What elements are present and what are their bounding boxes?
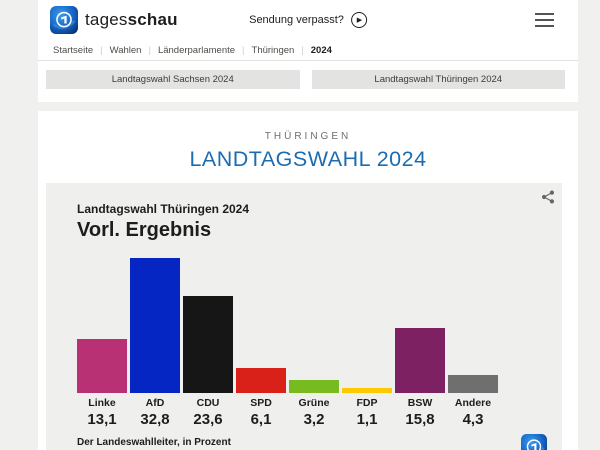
page-kicker: THÜRINGEN	[264, 131, 352, 142]
missed-broadcast[interactable]: Sendung verpasst? ▶	[249, 12, 367, 28]
brand-wordmark: tagesschau	[85, 10, 178, 30]
party-value: 15,8	[405, 411, 435, 428]
chart-source: Der Landeswahlleiter, in Prozent	[77, 437, 231, 448]
party-value: 1,1	[356, 411, 378, 428]
party-label: BSW	[407, 397, 433, 409]
bar-chart: Linke 13,1 AfD 32,8 CDU 23,6 SPD 6,1 Grüne 3,2 FDP…	[77, 258, 498, 428]
chart-subtitle: Landtagswahl Thüringen 2024	[77, 202, 250, 216]
party-label: FDP	[356, 397, 378, 409]
bar-track	[342, 258, 392, 393]
ard-globe-icon	[521, 434, 547, 450]
bar-track	[183, 258, 233, 393]
bar-linke	[77, 339, 127, 393]
bar-track	[395, 258, 445, 393]
bar-group: Andere 4,3	[448, 258, 498, 428]
party-value: 23,6	[193, 411, 223, 428]
party-label: CDU	[196, 397, 220, 409]
bar-group: SPD 6,1	[236, 258, 286, 428]
party-value: 4,3	[462, 411, 484, 428]
party-label: AfD	[145, 397, 165, 409]
chart-title: Vorl. Ergebnis	[77, 219, 212, 241]
party-value: 3,2	[303, 411, 325, 428]
site-header: tagesschau Sendung verpasst? ▶ Startseit…	[38, 0, 578, 61]
brand-regular: tages	[85, 10, 128, 29]
party-value: 6,1	[250, 411, 272, 428]
bar-track	[289, 258, 339, 393]
party-label: Andere	[454, 397, 492, 409]
share-icon[interactable]	[541, 190, 555, 204]
breadcrumb-item[interactable]: Länderparlamente	[157, 44, 236, 56]
party-value: 32,8	[140, 411, 170, 428]
breadcrumb-item[interactable]: Thüringen	[251, 44, 295, 56]
bar-afd	[130, 258, 180, 393]
breadcrumb-current: 2024	[310, 44, 332, 56]
main-section: THÜRINGEN LANDTAGSWAHL 2024 Landtagswahl…	[38, 111, 578, 450]
content-column: tagesschau Sendung verpasst? ▶ Startseit…	[38, 0, 578, 450]
bar-group: CDU 23,6	[183, 258, 233, 428]
brand-bold: schau	[127, 10, 178, 29]
breadcrumb-item[interactable]: Wahlen	[109, 44, 142, 56]
election-buttons: Landtagswahl Sachsen 2024 Landtagswahl Th…	[38, 61, 578, 102]
bar-track	[448, 258, 498, 393]
missed-broadcast-label: Sendung verpasst?	[249, 14, 344, 26]
page-title: LANDTAGSWAHL 2024	[189, 147, 427, 171]
bar-grüne	[289, 380, 339, 393]
ard-globe-icon	[50, 6, 78, 34]
bar-spd	[236, 368, 286, 393]
bar-andere	[448, 375, 498, 393]
breadcrumb-separator: |	[242, 44, 245, 56]
bar-fdp	[342, 388, 392, 393]
bar-cdu	[183, 296, 233, 393]
breadcrumb-separator: |	[301, 44, 304, 56]
bar-track	[77, 258, 127, 393]
election-button[interactable]: Landtagswahl Thüringen 2024	[311, 70, 565, 89]
party-label: Linke	[88, 397, 116, 409]
play-icon[interactable]: ▶	[350, 12, 367, 28]
result-chart-card: Landtagswahl Thüringen 2024 Vorl. Ergebn…	[46, 183, 562, 450]
bar-group: BSW 15,8	[395, 258, 445, 428]
bar-track	[236, 258, 286, 393]
election-button[interactable]: Landtagswahl Sachsen 2024	[46, 70, 300, 89]
bar-group: Linke 13,1	[77, 258, 127, 428]
bar-group: FDP 1,1	[342, 258, 392, 428]
breadcrumb-separator: |	[148, 44, 151, 56]
party-value: 13,1	[87, 411, 117, 428]
bar-bsw	[395, 328, 445, 393]
menu-icon[interactable]	[535, 10, 554, 30]
header-top-row: tagesschau Sendung verpasst? ▶	[38, 0, 578, 40]
breadcrumb-separator: |	[100, 44, 103, 56]
bar-group: AfD 32,8	[130, 258, 180, 428]
breadcrumb-item[interactable]: Startseite	[53, 44, 94, 56]
breadcrumb: Startseite | Wahlen | Länderparlamente | Thüri…	[38, 40, 578, 60]
tagesschau-logo[interactable]: tagesschau	[50, 6, 178, 34]
bar-group: Grüne 3,2	[289, 258, 339, 428]
party-label: Grüne	[298, 397, 330, 409]
party-label: SPD	[250, 397, 272, 409]
section-gap	[38, 102, 578, 111]
bar-track	[130, 258, 180, 393]
